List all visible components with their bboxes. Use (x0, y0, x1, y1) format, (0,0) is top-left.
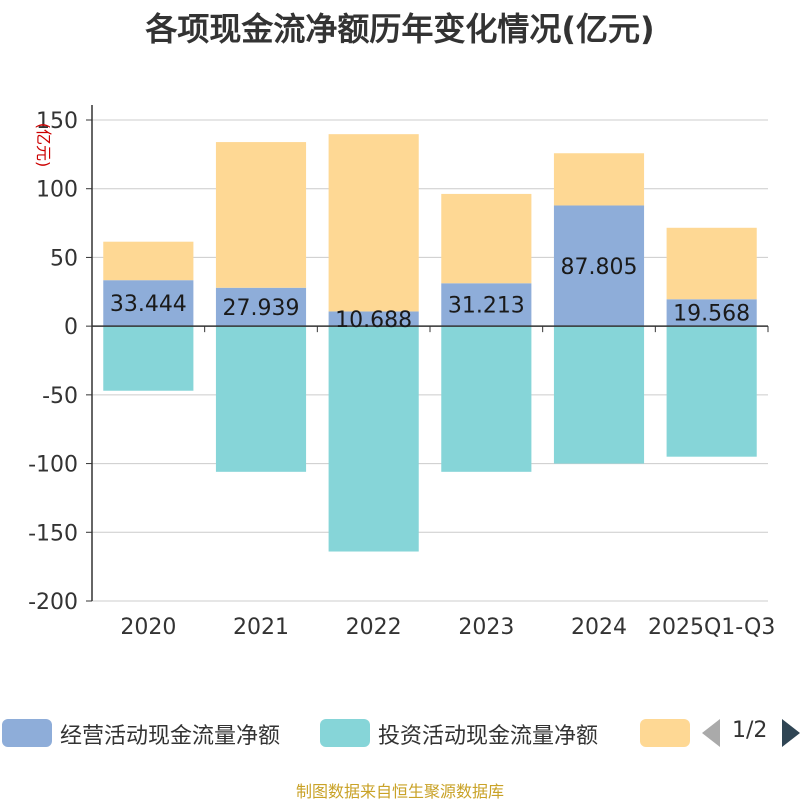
bar-series-1 (553, 326, 645, 464)
bar-series-0 (553, 205, 645, 327)
bar-series-2 (553, 153, 645, 206)
chart-title: 各项现金流净额历年变化情况(亿元) (145, 10, 655, 48)
legend-page-indicator: 1/2 (732, 718, 768, 743)
x-tick-label: 2022 (346, 615, 402, 640)
bar-series-0 (666, 299, 757, 327)
legend-swatch-operating (2, 719, 52, 747)
x-tick-label: 2020 (120, 615, 176, 640)
bar-series-0 (441, 283, 532, 327)
bar-series-2 (215, 142, 307, 288)
y-tick-label: -200 (28, 590, 78, 615)
x-tick-label: 2025Q1-Q3 (648, 615, 775, 640)
y-tick-label: 100 (36, 178, 78, 203)
data-label: 33.444 (110, 292, 187, 317)
legend-next-page-icon[interactable] (782, 719, 800, 747)
y-tick-label: 150 (36, 109, 78, 134)
bar-series-2 (103, 241, 194, 281)
bar-series-1 (215, 326, 307, 472)
y-tick-label: -50 (42, 384, 78, 409)
bar-series-0 (328, 311, 419, 327)
bar-series-2 (328, 134, 419, 312)
y-tick-label: -150 (28, 521, 78, 546)
chart-area: 150 100 50 0 -50 -100 -150 -200 (亿元) 2020 2021 2022… (28, 105, 775, 640)
legend-label-operating: 经营活动现金流量净额 (60, 724, 281, 749)
bar-series-0 (215, 287, 307, 327)
x-tick-label: 2021 (233, 615, 289, 640)
y-tick-label: -100 (28, 453, 78, 478)
x-tick-label: 2024 (571, 615, 627, 640)
data-label: 87.805 (561, 255, 638, 280)
data-label: 10.688 (335, 308, 412, 333)
legend-prev-page-icon[interactable] (702, 719, 720, 747)
bar-series-0 (103, 280, 194, 327)
data-label: 27.939 (223, 296, 300, 321)
legend-label-investing: 投资活动现金流量净额 (378, 724, 599, 749)
x-tick-label: 2023 (458, 615, 514, 640)
data-source-note: 制图数据来自恒生聚源数据库 (295, 782, 504, 801)
bar-series-2 (441, 193, 532, 284)
bar-series-1 (103, 326, 194, 391)
data-label: 19.568 (673, 302, 750, 327)
y-tick-label: 0 (64, 315, 78, 340)
legend-swatch-financing (640, 719, 690, 747)
y-tick-label: 50 (50, 246, 78, 271)
bar-series-2 (666, 227, 757, 300)
bar-series-1 (441, 326, 532, 472)
bar-series-1 (666, 326, 757, 457)
legend-swatch-investing (320, 719, 370, 747)
bar-series-1 (328, 326, 419, 552)
data-label: 31.213 (448, 294, 525, 319)
y-axis-label: (亿元) (34, 123, 53, 168)
